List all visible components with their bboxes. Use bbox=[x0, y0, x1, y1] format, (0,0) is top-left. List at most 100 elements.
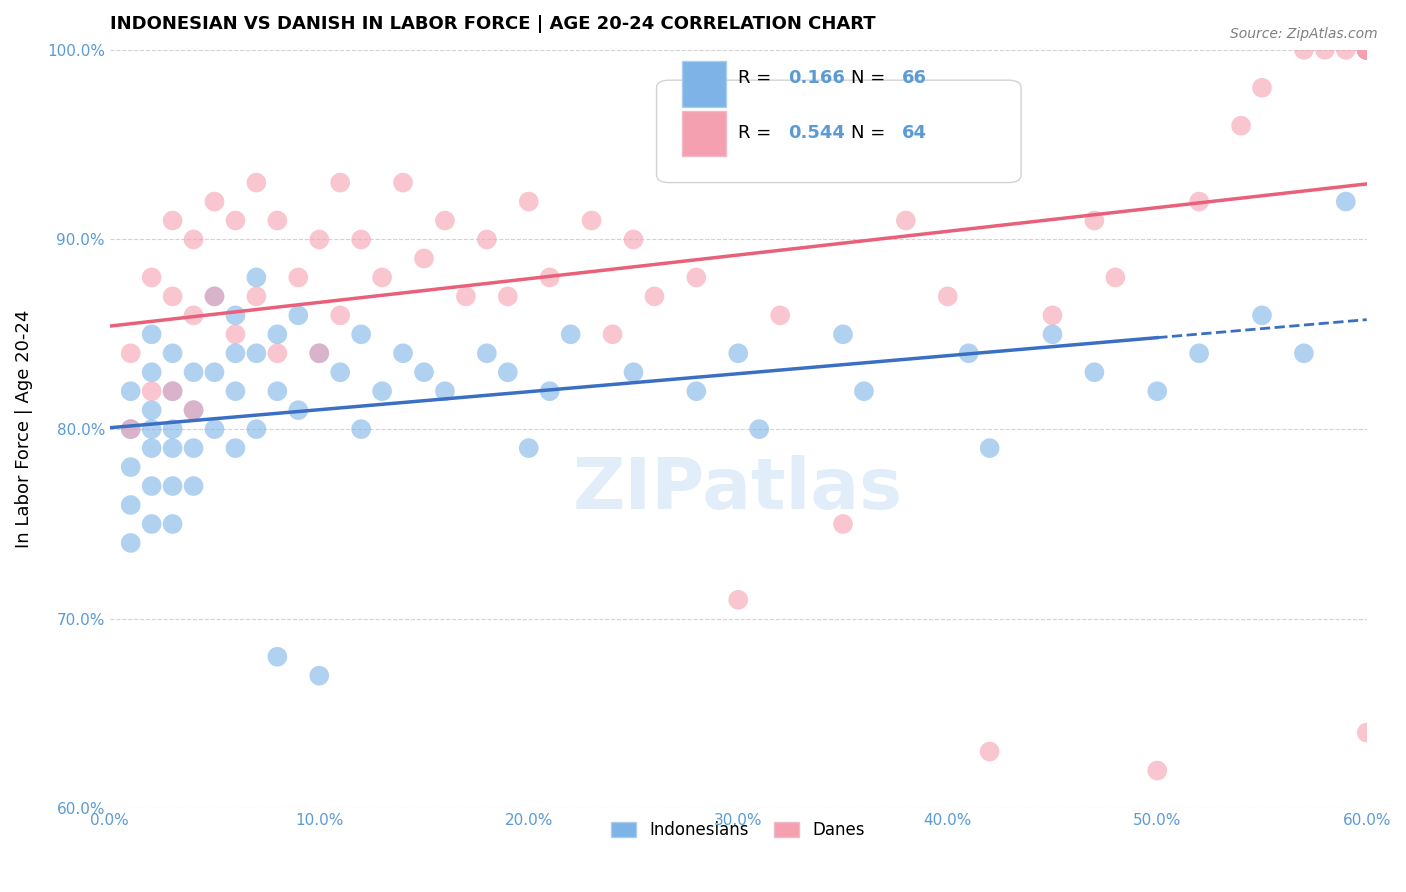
Point bbox=[141, 270, 163, 285]
Point bbox=[308, 346, 330, 360]
Point bbox=[266, 327, 288, 342]
Point bbox=[1355, 43, 1378, 57]
Point bbox=[852, 384, 875, 399]
Point bbox=[224, 213, 246, 227]
Point bbox=[979, 745, 1001, 759]
Text: 64: 64 bbox=[901, 124, 927, 143]
Point bbox=[1355, 43, 1378, 57]
Point bbox=[1104, 270, 1126, 285]
Point bbox=[1230, 119, 1253, 133]
Point bbox=[560, 327, 582, 342]
Point bbox=[392, 176, 415, 190]
Point bbox=[266, 213, 288, 227]
Point bbox=[581, 213, 603, 227]
Point bbox=[162, 384, 184, 399]
Point bbox=[936, 289, 959, 303]
Text: 0.166: 0.166 bbox=[789, 69, 845, 87]
Point bbox=[162, 516, 184, 531]
Point bbox=[350, 422, 373, 436]
Point bbox=[1334, 194, 1357, 209]
Point bbox=[433, 213, 456, 227]
Point bbox=[204, 289, 226, 303]
Point bbox=[350, 232, 373, 246]
FancyBboxPatch shape bbox=[682, 111, 725, 156]
Point bbox=[1355, 43, 1378, 57]
Point bbox=[329, 309, 352, 323]
Point bbox=[623, 365, 645, 379]
Point bbox=[204, 422, 226, 436]
Point bbox=[141, 384, 163, 399]
Y-axis label: In Labor Force | Age 20-24: In Labor Force | Age 20-24 bbox=[15, 310, 32, 549]
Point bbox=[266, 346, 288, 360]
Text: 66: 66 bbox=[901, 69, 927, 87]
Point bbox=[371, 270, 394, 285]
Point bbox=[141, 441, 163, 455]
Point bbox=[287, 309, 309, 323]
Point bbox=[287, 403, 309, 417]
Point bbox=[623, 232, 645, 246]
Point bbox=[162, 346, 184, 360]
Point bbox=[141, 479, 163, 493]
Point bbox=[1355, 43, 1378, 57]
Point bbox=[308, 668, 330, 682]
FancyBboxPatch shape bbox=[682, 62, 725, 107]
Point bbox=[413, 252, 436, 266]
Point bbox=[141, 403, 163, 417]
Point bbox=[183, 309, 205, 323]
Point bbox=[727, 592, 749, 607]
Point bbox=[602, 327, 624, 342]
Point bbox=[1042, 309, 1064, 323]
Point bbox=[1083, 365, 1105, 379]
Point bbox=[1251, 309, 1274, 323]
Point bbox=[183, 479, 205, 493]
Point bbox=[183, 232, 205, 246]
Point bbox=[1334, 43, 1357, 57]
Point bbox=[204, 365, 226, 379]
Point bbox=[162, 441, 184, 455]
Point bbox=[224, 309, 246, 323]
Point bbox=[1355, 43, 1378, 57]
Text: INDONESIAN VS DANISH IN LABOR FORCE | AGE 20-24 CORRELATION CHART: INDONESIAN VS DANISH IN LABOR FORCE | AG… bbox=[110, 15, 876, 33]
Point bbox=[1146, 384, 1168, 399]
Legend: Indonesians, Danes: Indonesians, Danes bbox=[605, 814, 872, 846]
Point bbox=[371, 384, 394, 399]
Point bbox=[266, 384, 288, 399]
Point bbox=[120, 422, 142, 436]
Text: ZIPatlas: ZIPatlas bbox=[574, 455, 903, 524]
Point bbox=[727, 346, 749, 360]
Point bbox=[183, 403, 205, 417]
Point bbox=[433, 384, 456, 399]
Point bbox=[329, 176, 352, 190]
Point bbox=[517, 441, 540, 455]
Point bbox=[162, 384, 184, 399]
Point bbox=[120, 346, 142, 360]
FancyBboxPatch shape bbox=[657, 80, 1021, 183]
Point bbox=[1355, 725, 1378, 739]
Point bbox=[308, 346, 330, 360]
Point bbox=[141, 365, 163, 379]
Point bbox=[162, 289, 184, 303]
Point bbox=[350, 327, 373, 342]
Text: 0.544: 0.544 bbox=[789, 124, 845, 143]
Point bbox=[162, 479, 184, 493]
Point bbox=[475, 346, 498, 360]
Point bbox=[224, 384, 246, 399]
Point bbox=[266, 649, 288, 664]
Point bbox=[454, 289, 477, 303]
Point bbox=[1292, 43, 1315, 57]
Point bbox=[894, 213, 917, 227]
Point bbox=[685, 270, 707, 285]
Point bbox=[957, 346, 980, 360]
Point bbox=[120, 498, 142, 512]
Point bbox=[1355, 43, 1378, 57]
Point bbox=[1355, 43, 1378, 57]
Point bbox=[245, 289, 267, 303]
Point bbox=[245, 422, 267, 436]
Point bbox=[1355, 43, 1378, 57]
Point bbox=[224, 327, 246, 342]
Point bbox=[1042, 327, 1064, 342]
Text: N =: N = bbox=[852, 124, 891, 143]
Point bbox=[120, 536, 142, 550]
Point bbox=[245, 176, 267, 190]
Point bbox=[475, 232, 498, 246]
